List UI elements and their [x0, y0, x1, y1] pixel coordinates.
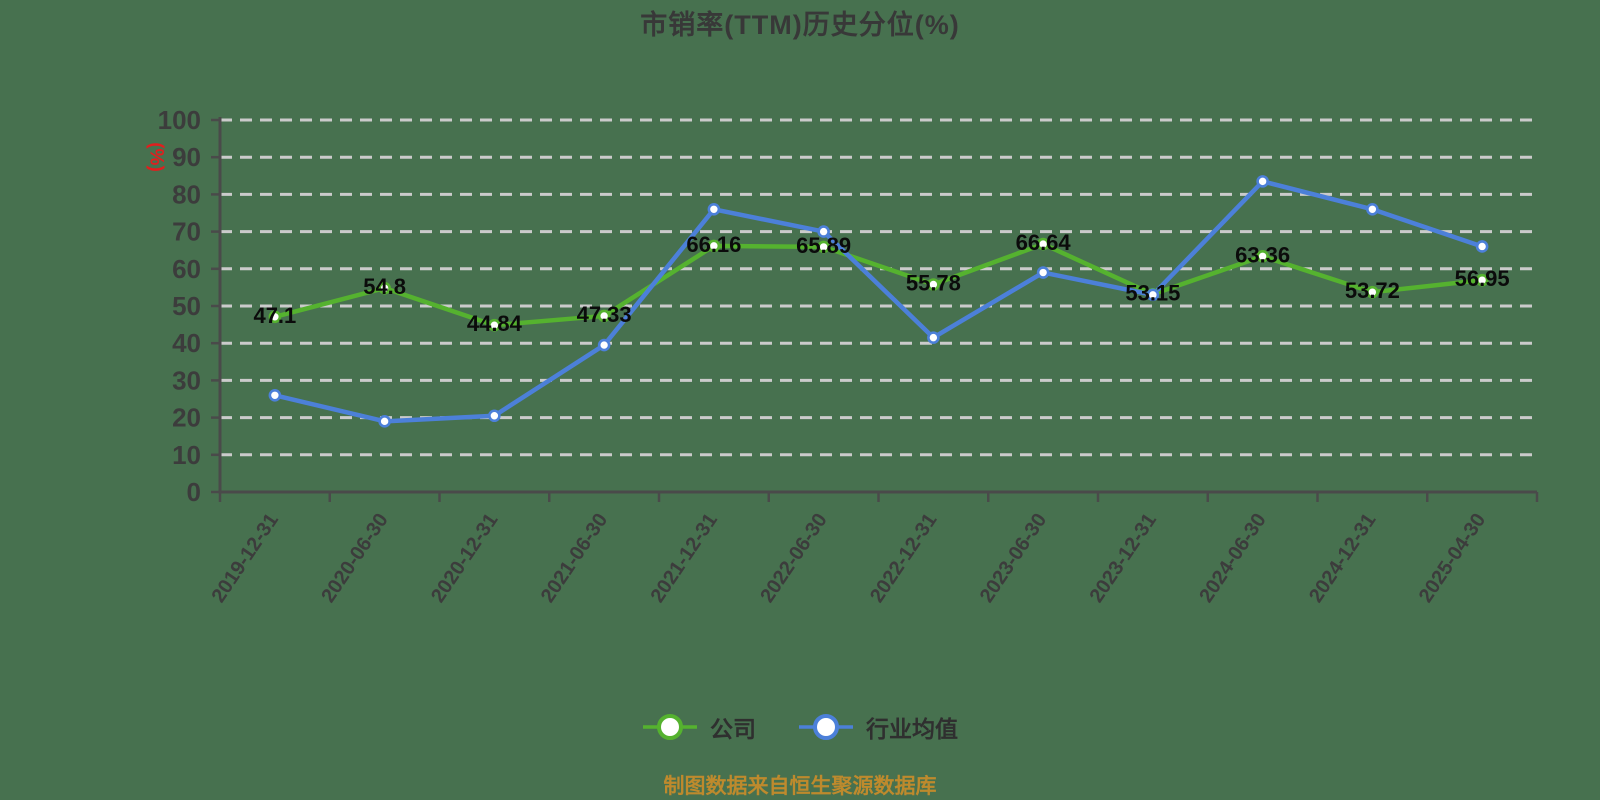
y-axis-label: 30 — [172, 365, 201, 395]
data-point-industry — [597, 338, 611, 352]
data-point-company — [817, 240, 830, 254]
chart-plot-area: 0 10 20 30 40 50 60 70 80 90 100 2019-12-31 2020-06-… — [146, 105, 1539, 607]
y-axis-label: 40 — [172, 328, 201, 358]
x-axis-label: 2025-04-30 — [1415, 509, 1490, 606]
data-point-industry — [1036, 266, 1050, 279]
x-axis-label: 2020-06-30 — [317, 509, 392, 606]
data-point-industry — [1146, 288, 1160, 302]
data-label: 63.36 — [1235, 242, 1290, 267]
series-line-industry — [272, 179, 1485, 424]
data-source-note: 制图数据来自恒生聚源数据库 — [663, 775, 937, 798]
x-axis-label: 2024-12-31 — [1305, 509, 1380, 606]
x-axis-label: 2024-06-30 — [1195, 509, 1270, 606]
y-axis-label: 70 — [172, 217, 201, 247]
series-line-company — [272, 241, 1485, 328]
x-axis-label: 2023-06-30 — [976, 509, 1051, 606]
x-axis-label: 2019-12-31 — [208, 509, 283, 606]
x-axis-label: 2021-12-31 — [647, 509, 722, 606]
data-point-company — [927, 278, 940, 291]
y-axis-label: 20 — [172, 403, 201, 433]
data-label: 47.1 — [253, 303, 296, 328]
legend-item-industry[interactable]: 行业均值 — [798, 710, 958, 744]
data-label: 47.33 — [577, 302, 632, 327]
legend-label-company: 公司 — [710, 716, 756, 742]
data-label: 55.78 — [906, 270, 961, 295]
legend-item-company[interactable]: 公司 — [642, 710, 756, 744]
y-axis-label: 80 — [172, 179, 201, 209]
x-axis-label: 2020-12-31 — [427, 509, 502, 606]
chart-title: 市销率(TTM)历史分位(%) — [640, 10, 960, 40]
y-axis-unit-label: (%) — [146, 142, 167, 172]
x-axis-label: 2022-12-31 — [866, 509, 941, 606]
data-point-company — [1036, 237, 1050, 251]
data-label: 53.15 — [1125, 280, 1180, 305]
data-label: 65.89 — [796, 233, 851, 258]
data-label: 44.84 — [467, 311, 523, 336]
data-point-industry — [1256, 175, 1269, 188]
data-point-company — [597, 309, 611, 323]
data-point-industry — [1366, 202, 1379, 216]
data-point-company — [1366, 285, 1379, 299]
y-axis-label: 0 — [187, 477, 201, 507]
data-point-company — [1256, 250, 1269, 263]
data-point-company — [268, 310, 282, 324]
data-point-company — [707, 239, 721, 253]
data-point-industry — [817, 225, 830, 238]
data-point-company — [1475, 273, 1489, 287]
data-point-industry — [1475, 240, 1489, 253]
x-axis-label: 2021-06-30 — [537, 509, 612, 606]
data-label: 66.64 — [1016, 230, 1072, 255]
data-point-industry — [927, 331, 940, 344]
x-axis-label: 2023-12-31 — [1086, 509, 1161, 606]
data-label: 66.16 — [686, 232, 741, 257]
data-label: 56.95 — [1455, 266, 1510, 291]
data-label: 54.8 — [363, 274, 406, 299]
company-line-marker-icon — [643, 714, 697, 740]
y-axis-label: 50 — [172, 291, 201, 321]
data-point-company — [378, 281, 391, 295]
industry-line-marker-icon — [799, 714, 853, 740]
y-axis-label: 10 — [172, 440, 201, 470]
data-label: 53.72 — [1345, 278, 1400, 303]
x-axis-label: 2022-06-30 — [756, 509, 831, 606]
chart-legend: 公司 行业均值 — [0, 710, 1600, 744]
y-axis-label: 60 — [172, 254, 201, 284]
legend-label-industry: 行业均值 — [866, 716, 958, 742]
data-point-industry — [488, 409, 501, 423]
data-point-industry — [378, 415, 391, 428]
y-axis-label: 90 — [172, 142, 201, 172]
data-point-company — [488, 318, 501, 332]
data-point-industry — [268, 388, 282, 402]
data-point-industry — [707, 202, 721, 216]
y-axis-label: 100 — [158, 105, 201, 135]
